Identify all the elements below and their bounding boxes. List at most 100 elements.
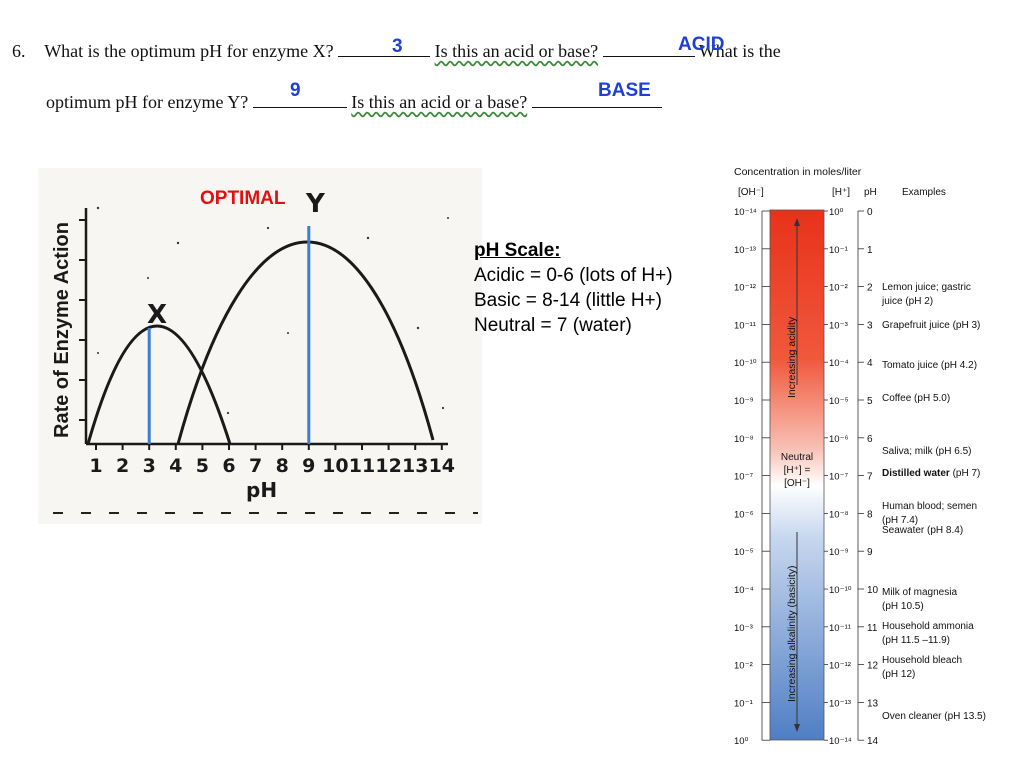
ph-example-text: (pH 12)	[882, 669, 915, 680]
ph-value-label: 11	[867, 623, 878, 634]
question-x-optimum-text: What is the optimum pH for enzyme X?	[44, 41, 334, 61]
answer-blank-y-type[interactable]	[531, 91, 662, 108]
ph-chart-title: Concentration in moles/liter	[734, 166, 862, 178]
ph-example-text: (pH 7.4)	[882, 515, 918, 526]
ph-example-text: Lemon juice; gastric	[882, 282, 971, 293]
enzyme-y-curve	[176, 240, 435, 445]
ph-value-label: 12	[867, 661, 879, 672]
ph-note-heading: pH Scale:	[474, 240, 561, 261]
x-tick-label: 14	[429, 455, 455, 477]
curve-x-label: X	[147, 300, 167, 330]
oh-concentration-label: 10⁻¹¹	[734, 320, 756, 331]
x-tick-label: 12	[375, 455, 401, 477]
x-tick-label: 3	[143, 455, 156, 477]
x-tick-label: 10	[322, 455, 348, 477]
answer-x-ph: 3	[392, 36, 403, 57]
h-concentration-label: 10⁻¹²	[829, 661, 851, 672]
h-concentration-label: 10⁻³	[829, 320, 848, 331]
oh-concentration-label: 10⁻⁵	[734, 547, 754, 558]
answer-blank-x-ph[interactable]	[338, 40, 431, 57]
oh-concentration-label: 10⁻⁴	[734, 585, 754, 596]
oh-concentration-label: 10⁻¹³	[734, 245, 756, 256]
x-tick-label: 4	[169, 455, 182, 477]
oh-concentration-label: 10⁻¹⁰	[734, 358, 757, 369]
h-concentration-label: 10⁻⁶	[829, 434, 849, 445]
ph-example-text: Household bleach	[882, 655, 962, 666]
h-concentration-label: 10⁻¹¹	[829, 623, 851, 634]
ph-value-label: 1	[867, 245, 873, 256]
ph-value-label: 2	[867, 283, 873, 294]
h-concentration-label: 10⁻⁵	[829, 396, 849, 407]
oh-concentration-label: 10⁻⁷	[734, 472, 754, 483]
h-concentration-label: 10⁻⁴	[829, 358, 849, 369]
acidity-label: Increasing acidity	[786, 316, 798, 398]
ph-chart-col-oh: [OH⁻]	[738, 187, 764, 198]
question-y-optimum-text: optimum pH for enzyme Y?	[46, 92, 249, 112]
neutral-label-2: [H⁺] =	[784, 465, 811, 476]
ph-example-text: Milk of magnesia	[882, 587, 957, 598]
optimal-label: OPTIMAL	[200, 188, 286, 209]
neutral-label-3: [OH⁻]	[784, 478, 810, 489]
ph-note-basic: Basic = 8-14 (little H+)	[474, 290, 662, 311]
ph-example-text: Distilled water (pH 7)	[882, 468, 980, 479]
h-concentration-label: 10⁻⁹	[829, 547, 849, 558]
oh-concentration-label: 10⁰	[734, 736, 749, 747]
graph-x-axis-label: pH	[246, 478, 277, 502]
h-concentration-label: 10⁻⁸	[829, 509, 849, 520]
question-y-type-text: Is this an acid or a base?	[351, 92, 528, 112]
ph-value-label: 9	[867, 547, 873, 558]
question-line-2: optimum pH for enzyme Y? Is this an acid…	[46, 91, 662, 113]
ph-value-label: 10	[867, 585, 879, 596]
ph-scale-note: pH Scale: Acidic = 0-6 (lots of H+) Basi…	[474, 238, 673, 338]
ph-value-label: 4	[867, 358, 873, 369]
x-tick-label: 1	[89, 455, 102, 477]
ph-note-neutral: Neutral = 7 (water)	[474, 315, 632, 336]
ph-concentration-chart: Concentration in moles/liter [OH⁻] [H⁺] …	[728, 160, 1020, 750]
ph-example-text: Tomato juice (pH 4.2)	[882, 360, 977, 371]
answer-y-ph: 9	[290, 80, 301, 101]
ph-example-text: (pH 11.5 –11.9)	[882, 635, 950, 646]
ph-value-label: 14	[867, 736, 879, 747]
question-line1-continued: What is the	[698, 41, 781, 61]
x-tick-label: 9	[302, 455, 315, 477]
ph-example-text: Grapefruit juice (pH 3)	[882, 320, 980, 331]
oh-concentration-label: 10⁻²	[734, 661, 753, 672]
answer-y-type: BASE	[598, 80, 651, 101]
ph-value-label: 7	[867, 472, 873, 483]
oh-concentration-label: 10⁻¹	[734, 698, 753, 709]
answer-x-type: ACID	[678, 34, 725, 55]
ph-example-text: Household ammonia	[882, 621, 974, 632]
question-number: 6.	[12, 41, 26, 61]
h-concentration-label: 10⁻²	[829, 283, 848, 294]
answer-blank-x-type[interactable]	[602, 40, 695, 57]
h-concentration-label: 10⁻¹	[829, 245, 848, 256]
oh-concentration-label: 10⁻¹²	[734, 283, 756, 294]
h-concentration-label: 10⁰	[829, 207, 844, 218]
oh-concentration-label: 10⁻³	[734, 623, 753, 634]
alkalinity-label: Increasing alkalinity (basicity)	[786, 565, 798, 702]
question-x-type-text: Is this an acid or base?	[434, 41, 599, 61]
x-tick-label: 7	[249, 455, 262, 477]
ph-value-label: 5	[867, 396, 873, 407]
question-line-1: 6. What is the optimum pH for enzyme X? …	[12, 40, 781, 62]
h-concentration-label: 10⁻¹³	[829, 698, 851, 709]
oh-concentration-label: 10⁻¹⁴	[734, 207, 757, 218]
neutral-label-1: Neutral	[781, 452, 813, 463]
ph-chart-col-ph: pH	[864, 187, 877, 198]
ph-chart-col-examples: Examples	[902, 187, 946, 198]
ph-value-label: 0	[867, 207, 873, 218]
ph-example-text: juice (pH 2)	[881, 296, 933, 307]
x-tick-label: 6	[222, 455, 235, 477]
ph-example-text: (pH 10.5)	[882, 601, 924, 612]
graph-y-axis-label: Rate of Enzyme Action	[51, 222, 73, 438]
ph-chart-col-h: [H⁺]	[832, 187, 850, 198]
ph-value-label: 8	[867, 509, 873, 520]
curve-y-label: Y	[305, 189, 326, 219]
oh-concentration-label: 10⁻⁸	[734, 434, 754, 445]
x-tick-label: 11	[349, 455, 375, 477]
oh-concentration-label: 10⁻⁶	[734, 509, 754, 520]
answer-blank-y-ph[interactable]	[252, 91, 347, 108]
ph-value-label: 13	[867, 698, 879, 709]
h-concentration-label: 10⁻¹⁴	[829, 736, 852, 747]
